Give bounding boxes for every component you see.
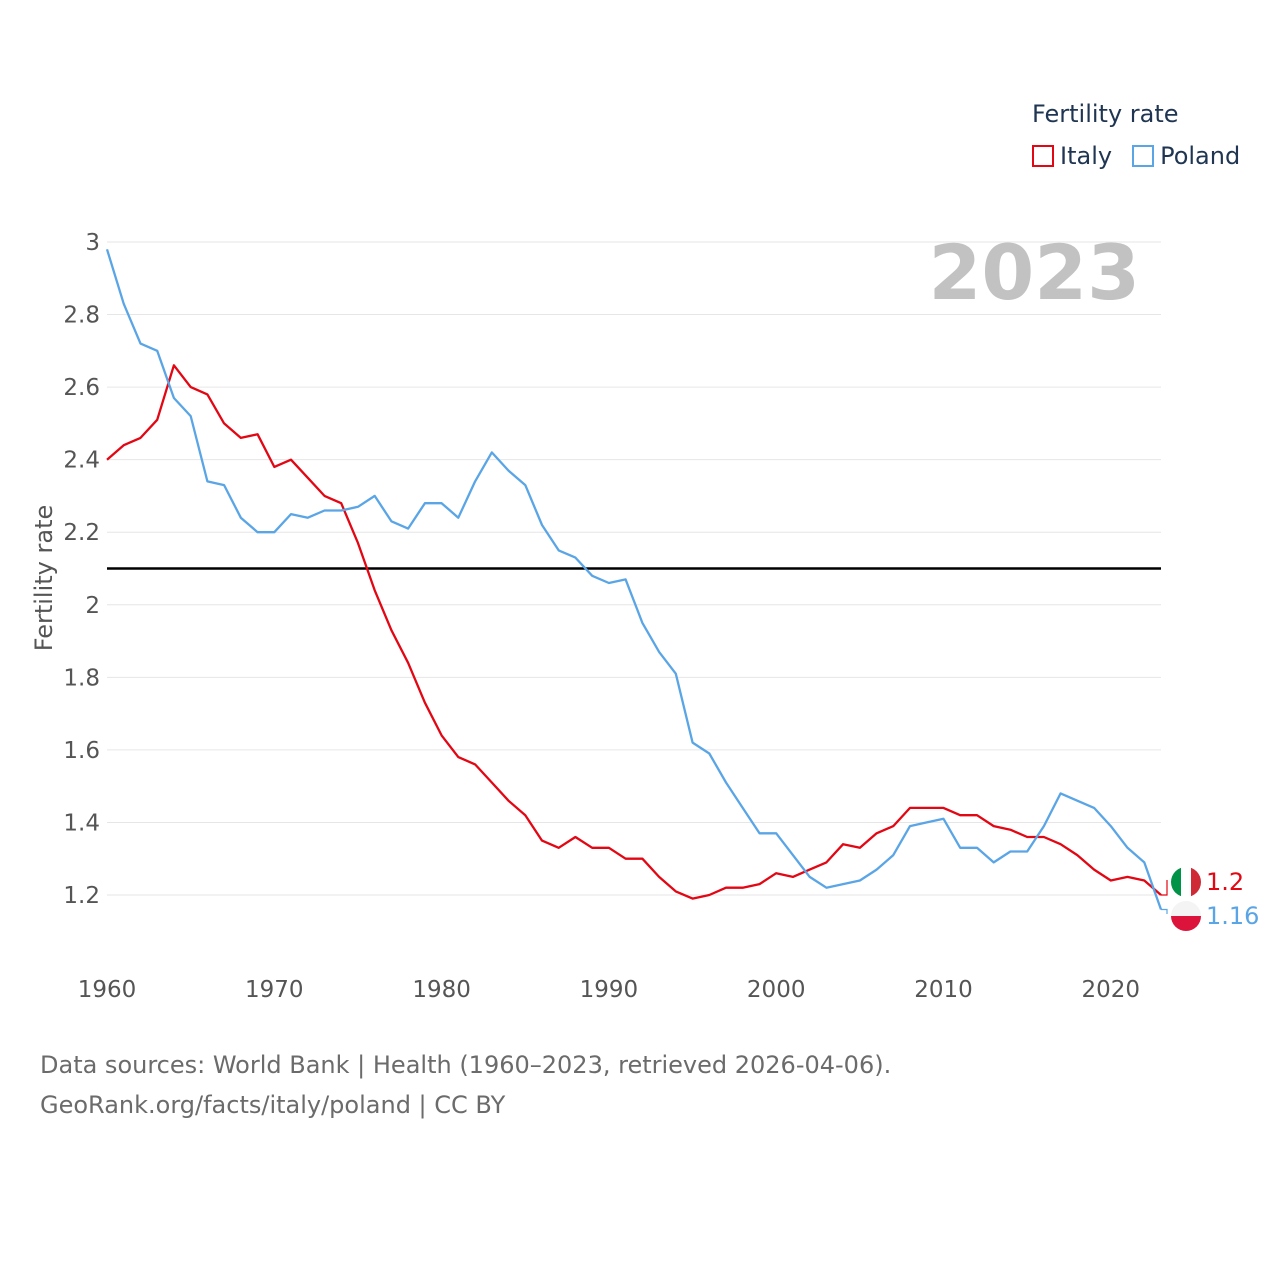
flag-stripe [1171, 867, 1181, 897]
grid-lines [107, 241, 1161, 896]
legend-title: Fertility rate [1032, 100, 1179, 128]
legend-swatch-poland [1132, 145, 1155, 167]
y-tick-label: 3 [85, 230, 100, 256]
x-tick-label: 1970 [245, 977, 304, 1003]
legend-label-italy: Italy [1060, 142, 1113, 170]
y-tick-label: 1.2 [63, 883, 100, 909]
x-tick-label: 1960 [78, 977, 137, 1003]
flag-stripe [1191, 867, 1201, 897]
legend: Italy Poland [1032, 142, 1260, 170]
italy-flag-icon [1171, 867, 1201, 897]
flag-stripe [1181, 867, 1191, 897]
x-tick-label: 2000 [747, 977, 806, 1003]
y-tick-label: 1.4 [63, 810, 100, 836]
legend-item-poland[interactable]: Poland [1132, 142, 1240, 170]
end-label-poland: 1.16 [1206, 902, 1259, 930]
y-tick-label: 2.4 [63, 448, 100, 474]
y-tick-label: 2.8 [63, 303, 100, 329]
series-line-italy [106, 364, 1162, 900]
end-markers: 1.2 1.16 [1161, 867, 1259, 931]
flag-stripe [1171, 916, 1201, 931]
x-axis-ticks: 1960 1970 1980 1990 2000 2010 2020 [78, 977, 1140, 1003]
year-label: 2023 [928, 228, 1140, 317]
poland-flag-icon [1171, 901, 1201, 931]
y-tick-label: 2 [85, 593, 100, 619]
legend-label-poland: Poland [1160, 142, 1241, 170]
attribution-link[interactable]: GeoRank.org/facts/italy/poland | CC BY [40, 1091, 506, 1119]
series-line-poland [105, 248, 1163, 910]
x-tick-label: 2020 [1082, 977, 1141, 1003]
y-tick-label: 2.6 [63, 375, 100, 401]
y-axis-label: Fertility rate [30, 505, 58, 652]
data-source-text: Data sources: World Bank | Health (1960–… [40, 1051, 892, 1079]
footer: Data sources: World Bank | Health (1960–… [40, 1045, 891, 1125]
end-connector-italy [1161, 880, 1168, 896]
end-label-italy: 1.2 [1206, 868, 1244, 896]
end-connector-poland [1161, 908, 1168, 914]
y-tick-label: 1.8 [63, 665, 100, 691]
x-tick-label: 1980 [412, 977, 471, 1003]
flag-stripe [1171, 901, 1201, 916]
y-tick-label: 1.6 [63, 738, 100, 764]
y-axis-ticks: 1.2 1.4 1.6 1.8 2 2.2 2.4 2.6 2.8 3 [63, 230, 100, 909]
legend-item-italy[interactable]: Italy [1032, 142, 1112, 170]
legend-swatch-italy [1032, 145, 1054, 167]
x-tick-label: 2010 [914, 977, 973, 1003]
y-tick-label: 2.2 [63, 520, 100, 546]
x-tick-label: 1990 [580, 977, 639, 1003]
series-lines [105, 248, 1163, 910]
